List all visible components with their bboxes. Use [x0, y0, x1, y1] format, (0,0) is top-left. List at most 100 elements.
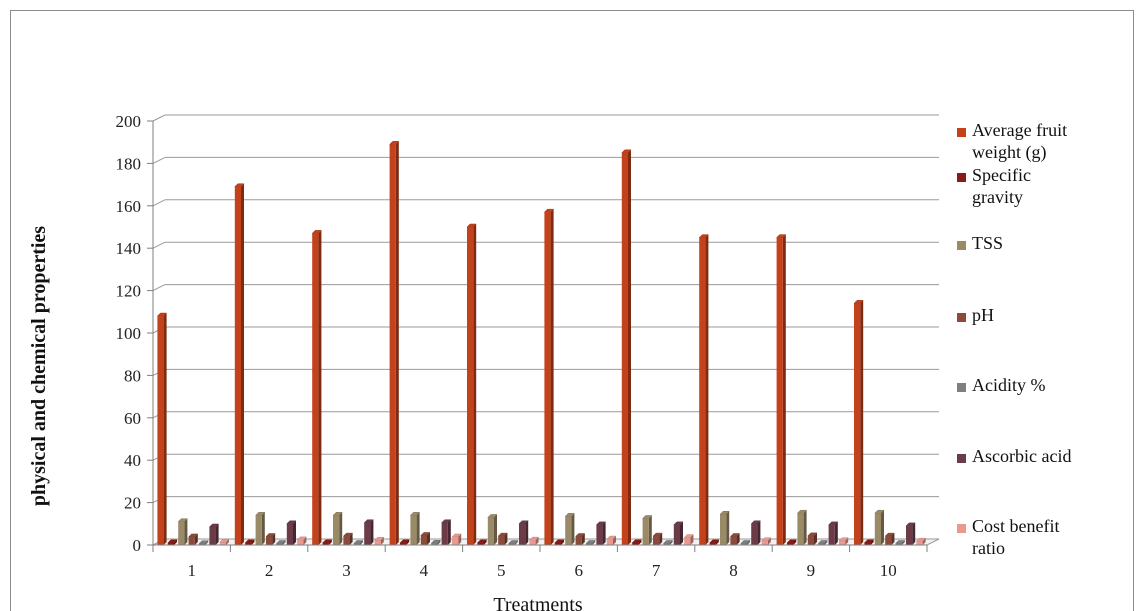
bar [254, 512, 266, 545]
bar [430, 540, 442, 545]
bar-front [266, 536, 273, 545]
bar [332, 512, 343, 545]
bar-front [234, 186, 241, 545]
bar [683, 534, 695, 545]
bar [652, 532, 663, 545]
bar [874, 509, 885, 545]
bar [595, 521, 607, 545]
x-tick-labels: 1 2 3 4 5 6 7 8 9 10 [187, 561, 896, 580]
bar [156, 312, 168, 545]
bar [786, 539, 797, 545]
bar-front [740, 543, 747, 545]
bar-side [458, 533, 462, 545]
bar [775, 234, 787, 545]
bar-side [860, 300, 864, 545]
bar-front [297, 539, 304, 545]
bar-front [322, 542, 329, 545]
y-tick-label: 20 [124, 494, 141, 513]
x-tick-label: 5 [497, 561, 506, 580]
legend-label-line: ratio [972, 538, 1005, 558]
bar-side [328, 539, 332, 545]
bar-front [374, 540, 381, 545]
bar-side [349, 533, 353, 545]
legend-label: pH [972, 305, 994, 325]
bar [894, 540, 906, 545]
legend-label-line: weight (g) [972, 142, 1046, 163]
bar [528, 536, 540, 545]
legend-swatch [957, 454, 966, 463]
bar-front [776, 237, 783, 545]
legend-label-line: TSS [972, 233, 1003, 253]
bar [807, 532, 818, 545]
bar [497, 532, 509, 545]
y-tick-label: 0 [133, 536, 142, 555]
bar-side [272, 533, 276, 545]
bar [719, 511, 730, 545]
bar [673, 521, 684, 545]
bar-front [699, 237, 706, 545]
bar-side [261, 512, 265, 545]
bar-side [504, 533, 508, 545]
legend-label-line: Ascorbic acid [972, 446, 1071, 466]
bar [606, 535, 617, 545]
bar-side [870, 539, 874, 545]
legend-label-line: pH [972, 305, 994, 325]
legend-label-line: Cost benefit [972, 516, 1060, 536]
bar-side [194, 533, 198, 545]
y-tick-label: 120 [116, 282, 142, 301]
gridline-depth [152, 199, 166, 207]
bar-side [360, 540, 363, 545]
bar-side [628, 149, 631, 546]
legend-item: Cost benefit ratio [957, 516, 1060, 558]
bar-front [885, 536, 892, 545]
bar-side [726, 511, 730, 545]
bar-side [845, 537, 849, 545]
bar-front [312, 233, 319, 546]
legend-swatch [957, 524, 966, 533]
bar [420, 532, 431, 545]
legend: Average fruit weight (g)Specific gravity TS… [957, 120, 1071, 558]
bar-front [178, 521, 185, 545]
bar-side [251, 539, 255, 545]
bar [740, 540, 751, 545]
bar-front [276, 543, 283, 545]
bar [827, 521, 839, 545]
legend-item: pH [957, 305, 994, 325]
bar [585, 540, 596, 545]
bar-front [286, 523, 293, 545]
bar-front [807, 535, 814, 545]
bar-side [757, 520, 761, 545]
bar-side [736, 533, 740, 545]
bar [543, 208, 555, 545]
x-tick-label: 8 [729, 561, 738, 580]
bar [698, 234, 710, 545]
bar-front [157, 316, 164, 545]
legend-label-line: gravity [972, 187, 1023, 207]
bar-side [163, 313, 167, 545]
bar-front [199, 543, 206, 545]
bar-front [606, 539, 613, 545]
bar-side [715, 539, 719, 545]
bar [177, 518, 189, 545]
bar-side [525, 520, 529, 545]
bar-front [333, 515, 340, 545]
bar-front [188, 536, 195, 545]
x-tick-label: 4 [420, 561, 429, 580]
bar-front [487, 517, 494, 545]
bar-front [529, 540, 536, 545]
bar-front [410, 515, 417, 545]
bar [363, 519, 375, 545]
bar [451, 533, 462, 545]
bar-side [659, 533, 663, 545]
bar-side [370, 519, 374, 545]
bar [409, 512, 421, 545]
bar-side [912, 522, 916, 545]
bar-front [575, 536, 582, 545]
bar-front [467, 227, 474, 545]
bar-side [891, 533, 895, 545]
bar-front [565, 516, 572, 545]
bar [554, 539, 565, 545]
gridline-depth [152, 241, 166, 249]
bar [863, 539, 875, 545]
x-tick-label: 10 [880, 561, 897, 580]
